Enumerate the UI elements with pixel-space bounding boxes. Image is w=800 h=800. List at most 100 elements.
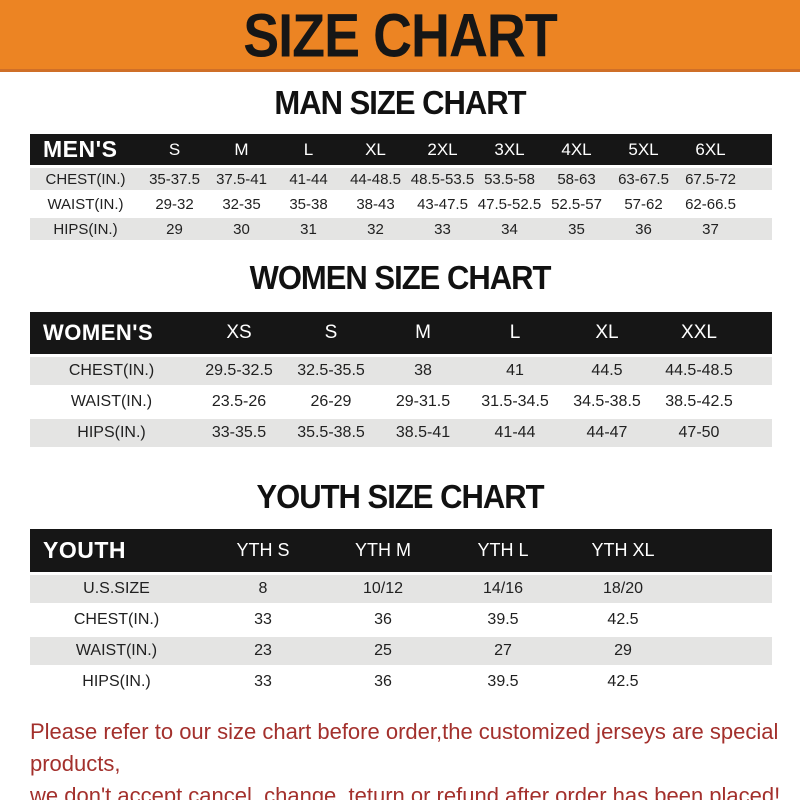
men-cell-value: 62-66.5 [677,193,744,215]
youth-row-label: WAIST(IN.) [30,637,203,665]
men-table-row: CHEST(IN.) 35-37.5 37.5-41 41-44 44-48.5 48.5… [30,168,772,190]
youth-row-label: HIPS(IN.) [30,668,203,696]
filler-cell [745,357,772,385]
men-cell-value: 36 [610,218,677,240]
women-column-header: XL [561,312,653,354]
men-cell-value: 44-48.5 [342,168,409,190]
women-table-row: HIPS(IN.) 33-35.5 35.5-38.5 38.5-41 41-44 44-… [30,419,772,447]
men-cell-value: 35-37.5 [141,168,208,190]
women-cell-value: 38.5-41 [377,419,469,447]
filler-cell [744,193,772,215]
filler-cell [683,529,772,572]
men-cell-value: 63-67.5 [610,168,677,190]
men-cell-value: 57-62 [610,193,677,215]
women-cell-value: 44.5-48.5 [653,357,745,385]
women-header-label: WOMEN'S [30,312,193,354]
women-cell-value: 23.5-26 [193,388,285,416]
filler-cell [745,312,772,354]
men-column-header: 2XL [409,134,476,165]
filler-cell [683,637,772,665]
women-column-header: L [469,312,561,354]
men-cell-value: 67.5-72 [677,168,744,190]
youth-header-row: YOUTH YTH S YTH M YTH L YTH XL [30,529,772,572]
youth-cell-value: 27 [443,637,563,665]
youth-cell-value: 42.5 [563,606,683,634]
youth-table-row: U.S.SIZE 8 10/12 14/16 18/20 [30,575,772,603]
women-row-label: CHEST(IN.) [30,357,193,385]
women-cell-value: 38 [377,357,469,385]
men-column-header: L [275,134,342,165]
men-cell-value: 58-63 [543,168,610,190]
youth-column-header: YTH M [323,529,443,572]
men-cell-value: 32 [342,218,409,240]
women-cell-value: 41-44 [469,419,561,447]
men-cell-value: 41-44 [275,168,342,190]
man-size-chart-heading: MAN SIZE CHART [274,83,526,122]
men-cell-value: 37 [677,218,744,240]
youth-cell-value: 23 [203,637,323,665]
men-cell-value: 34 [476,218,543,240]
women-cell-value: 35.5-38.5 [285,419,377,447]
women-column-header: M [377,312,469,354]
filler-cell [744,134,772,165]
footer-note-line1: Please refer to our size chart before or… [30,719,779,776]
youth-table-row: WAIST(IN.) 23 25 27 29 [30,637,772,665]
youth-cell-value: 14/16 [443,575,563,603]
men-cell-value: 29-32 [141,193,208,215]
youth-header-label: YOUTH [30,529,203,572]
men-header-row: MEN'S S M L XL 2XL 3XL 4XL 5XL 6XL [30,134,772,165]
men-column-header: 4XL [543,134,610,165]
youth-column-header: YTH S [203,529,323,572]
men-row-label: CHEST(IN.) [30,168,141,190]
women-table-row: WAIST(IN.) 23.5-26 26-29 29-31.5 31.5-34.5 34… [30,388,772,416]
women-cell-value: 29.5-32.5 [193,357,285,385]
men-cell-value: 53.5-58 [476,168,543,190]
men-cell-value: 29 [141,218,208,240]
youth-cell-value: 18/20 [563,575,683,603]
women-size-table: WOMEN'S XS S M L XL XXL CHEST(IN.) 29.5-32.5 32.5… [30,309,772,450]
men-column-header: 6XL [677,134,744,165]
women-cell-value: 47-50 [653,419,745,447]
women-column-header: S [285,312,377,354]
youth-column-header: YTH L [443,529,563,572]
women-header-row: WOMEN'S XS S M L XL XXL [30,312,772,354]
men-size-table: MEN'S S M L XL 2XL 3XL 4XL 5XL 6XL CHEST(IN.) 35-37… [30,131,772,243]
youth-column-header: YTH XL [563,529,683,572]
banner-title: SIZE CHART [243,0,558,70]
youth-cell-value: 25 [323,637,443,665]
filler-cell [683,606,772,634]
youth-cell-value: 36 [323,668,443,696]
filler-cell [683,668,772,696]
women-cell-value: 32.5-35.5 [285,357,377,385]
women-column-header: XS [193,312,285,354]
youth-cell-value: 33 [203,606,323,634]
women-row-label: HIPS(IN.) [30,419,193,447]
men-column-header: S [141,134,208,165]
youth-cell-value: 42.5 [563,668,683,696]
men-cell-value: 31 [275,218,342,240]
men-cell-value: 37.5-41 [208,168,275,190]
women-row-label: WAIST(IN.) [30,388,193,416]
women-cell-value: 38.5-42.5 [653,388,745,416]
women-size-chart-heading: WOMEN SIZE CHART [249,258,552,297]
men-table-row: HIPS(IN.) 29 30 31 32 33 34 35 36 37 [30,218,772,240]
women-cell-value: 44-47 [561,419,653,447]
men-row-label: HIPS(IN.) [30,218,141,240]
footer-note-line2: we don't accept cancel, change, teturn o… [30,783,781,800]
men-cell-value: 38-43 [342,193,409,215]
filler-cell [683,575,772,603]
youth-cell-value: 39.5 [443,668,563,696]
women-cell-value: 26-29 [285,388,377,416]
men-cell-value: 48.5-53.5 [409,168,476,190]
youth-size-chart-heading: YOUTH SIZE CHART [256,477,544,516]
women-cell-value: 41 [469,357,561,385]
women-column-header: XXL [653,312,745,354]
men-cell-value: 52.5-57 [543,193,610,215]
filler-cell [745,388,772,416]
youth-cell-value: 36 [323,606,443,634]
youth-row-label: U.S.SIZE [30,575,203,603]
men-table-row: WAIST(IN.) 29-32 32-35 35-38 38-43 43-47.5 47.… [30,193,772,215]
men-cell-value: 47.5-52.5 [476,193,543,215]
men-column-header: M [208,134,275,165]
